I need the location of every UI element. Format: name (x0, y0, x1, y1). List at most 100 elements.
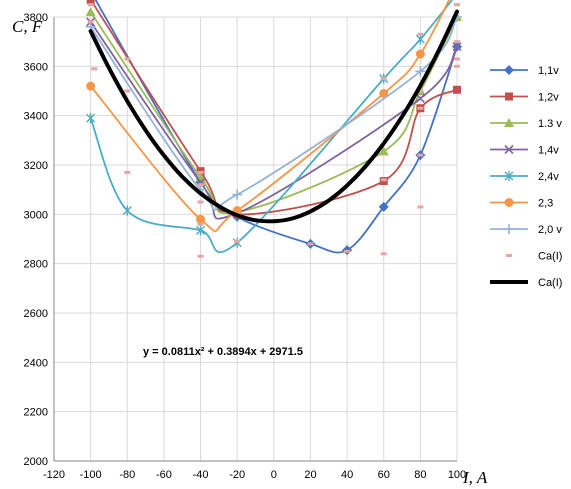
legend: 1,1v 1,2v 1.3 v 1,4v 2,4v 2,3 2,0 v Ca(I) Ca(I) (490, 65, 562, 289)
x-tick-label: 20 (304, 469, 316, 481)
data-point (86, 113, 96, 124)
data-point (415, 66, 426, 77)
series-8 (88, 9, 459, 224)
data-point (454, 64, 460, 68)
data-point (379, 88, 389, 98)
legend-label: Ca(I) (538, 251, 562, 263)
data-point (86, 0, 95, 4)
data-point (504, 224, 514, 234)
legend-label: 2,0 v (538, 224, 562, 236)
data-point (197, 183, 204, 187)
data-point (307, 242, 314, 246)
data-point (454, 3, 460, 7)
legend-label: 2,3 (538, 198, 553, 210)
x-axis-title: I, A (462, 468, 488, 487)
data-point (453, 85, 461, 94)
data-point (504, 144, 514, 155)
legend-item: 2,4v (490, 171, 559, 183)
data-point (504, 171, 514, 181)
data-point (417, 89, 424, 93)
data-point (87, 20, 94, 24)
y-tick-label: 2400 (24, 357, 48, 369)
ticks: 2000 2200 2400 2600 2800 3000 3200 3400 3600 3800… (24, 12, 467, 481)
data-point (417, 205, 424, 209)
x-tick-label: 60 (378, 469, 390, 481)
data-point (196, 214, 206, 224)
x-tick-label: -80 (119, 469, 135, 481)
data-point (232, 189, 243, 200)
data-point (417, 32, 424, 36)
legend-item: 2,3 (490, 198, 553, 210)
data-point (505, 92, 513, 101)
series-line (88, 9, 459, 224)
y-tick-label: 2000 (24, 456, 48, 468)
x-tick-label: -20 (229, 469, 245, 481)
data-point (85, 7, 96, 17)
data-point (452, 42, 462, 52)
data-point (124, 57, 131, 61)
legend-label: 2,4v (538, 171, 559, 183)
data-point (378, 146, 389, 156)
legend-item: 1,1v (490, 65, 559, 77)
data-point (91, 67, 98, 71)
data-point (124, 170, 131, 174)
data-point (454, 57, 460, 61)
series-7 (87, 3, 460, 258)
x-tick-label: -120 (43, 469, 65, 481)
data-point (122, 205, 132, 216)
data-point (415, 93, 425, 103)
data-point (87, 3, 94, 7)
data-point (344, 249, 351, 253)
data-point (234, 239, 241, 243)
data-point (380, 252, 387, 256)
x-tick-label: -100 (80, 469, 102, 481)
data-point (378, 201, 389, 212)
legend-item: 1,2v (490, 92, 559, 104)
data-point (415, 49, 425, 59)
x-tick-label: 100 (448, 469, 466, 481)
legend-label: 1,2v (538, 92, 559, 104)
data-point (196, 225, 206, 236)
x-tick-label: -60 (156, 469, 172, 481)
data-point (197, 200, 204, 204)
y-tick-label: 3600 (24, 61, 48, 73)
data-point (504, 118, 514, 127)
legend-item: 2,0 v (490, 224, 562, 236)
y-tick-label: 2800 (24, 259, 48, 271)
data-point (86, 81, 96, 91)
series-5 (86, 0, 450, 233)
x-tick-label: 0 (271, 469, 277, 481)
legend-item: 1,4v (490, 145, 559, 157)
trendline-equation: y = 0.0811x² + 0.3894x + 2971.5 (143, 346, 303, 358)
legend-item: Ca(I) (490, 277, 562, 289)
data-point (415, 34, 425, 45)
y-axis-title: C, F (12, 17, 43, 36)
y-tick-label: 3400 (24, 111, 48, 123)
series-layer (85, 0, 462, 258)
data-point (506, 254, 512, 257)
legend-item: Ca(I) (506, 251, 562, 263)
legend-label: 1,4v (538, 145, 559, 157)
legend-label: Ca(I) (538, 277, 562, 289)
data-point (197, 222, 204, 226)
legend-label: 1.3 v (538, 118, 562, 130)
data-point (504, 198, 514, 207)
x-tick-label: 80 (414, 469, 426, 481)
y-tick-label: 3200 (24, 160, 48, 172)
y-tick-label: 2600 (24, 308, 48, 320)
data-point (124, 89, 131, 93)
data-point (504, 65, 514, 75)
y-tick-label: 2200 (24, 407, 48, 419)
data-point (417, 153, 424, 157)
y-tick-label: 3800 (24, 12, 48, 24)
x-tick-label: -40 (193, 469, 209, 481)
data-point (380, 178, 387, 182)
data-point (417, 106, 424, 110)
y-tick-label: 3000 (24, 209, 48, 221)
data-point (197, 254, 204, 258)
data-point (197, 170, 204, 174)
legend-item: 1.3 v (490, 118, 562, 130)
x-tick-label: 40 (341, 469, 353, 481)
legend-label: 1,1v (538, 65, 559, 77)
